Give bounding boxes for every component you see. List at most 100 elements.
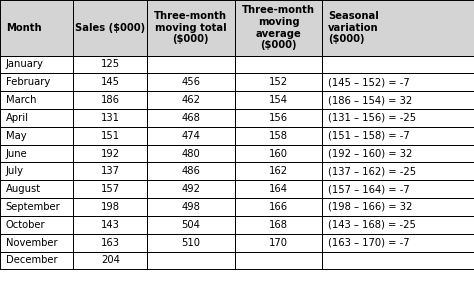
Bar [147, 162, 235, 180]
Bar [322, 145, 474, 162]
Bar [147, 56, 235, 74]
Text: 152: 152 [269, 77, 288, 87]
Bar [235, 74, 322, 91]
Text: 157: 157 [100, 184, 120, 194]
Text: (151 – 158) = -7: (151 – 158) = -7 [328, 131, 410, 141]
Text: 186: 186 [100, 95, 120, 105]
Bar [147, 145, 235, 162]
Text: 166: 166 [269, 202, 288, 212]
Bar [73, 198, 147, 216]
Bar [147, 91, 235, 109]
Bar [73, 0, 147, 56]
Bar [0, 0, 73, 56]
Bar [73, 109, 147, 127]
Text: 204: 204 [101, 255, 119, 265]
Bar [0, 180, 73, 198]
Text: 468: 468 [182, 113, 200, 123]
Bar [147, 234, 235, 252]
Text: 143: 143 [101, 220, 119, 230]
Text: 162: 162 [269, 166, 288, 176]
Bar [235, 91, 322, 109]
Bar [0, 145, 73, 162]
Text: 154: 154 [269, 95, 288, 105]
Bar [322, 234, 474, 252]
Bar [0, 216, 73, 234]
Bar [147, 180, 235, 198]
Text: 151: 151 [100, 131, 120, 141]
Text: June: June [6, 148, 27, 158]
Text: May: May [6, 131, 27, 141]
Bar [0, 56, 73, 74]
Text: (145 – 152) = -7: (145 – 152) = -7 [328, 77, 410, 87]
Text: December: December [6, 255, 57, 265]
Bar [322, 127, 474, 145]
Bar [235, 56, 322, 74]
Text: (186 – 154) = 32: (186 – 154) = 32 [328, 95, 412, 105]
Text: January: January [6, 60, 44, 70]
Bar [322, 162, 474, 180]
Bar [322, 74, 474, 91]
Bar [0, 234, 73, 252]
Text: 160: 160 [269, 148, 288, 158]
Text: Month: Month [6, 23, 41, 33]
Text: 125: 125 [100, 60, 120, 70]
Bar [0, 198, 73, 216]
Bar [73, 127, 147, 145]
Text: July: July [6, 166, 24, 176]
Text: 510: 510 [181, 238, 201, 248]
Text: August: August [6, 184, 41, 194]
Bar [73, 162, 147, 180]
Bar [73, 74, 147, 91]
Text: 145: 145 [100, 77, 120, 87]
Bar [147, 0, 235, 56]
Text: 131: 131 [100, 113, 120, 123]
Bar [147, 109, 235, 127]
Bar [147, 198, 235, 216]
Bar [73, 91, 147, 109]
Bar [322, 252, 474, 269]
Bar [235, 109, 322, 127]
Bar [147, 252, 235, 269]
Bar [147, 74, 235, 91]
Text: 480: 480 [182, 148, 200, 158]
Bar [235, 252, 322, 269]
Text: 170: 170 [269, 238, 288, 248]
Bar [322, 0, 474, 56]
Bar [0, 127, 73, 145]
Text: (131 – 156) = -25: (131 – 156) = -25 [328, 113, 416, 123]
Text: 156: 156 [269, 113, 288, 123]
Bar [0, 91, 73, 109]
Text: 498: 498 [182, 202, 200, 212]
Bar [235, 198, 322, 216]
Text: (198 – 166) = 32: (198 – 166) = 32 [328, 202, 412, 212]
Bar [0, 252, 73, 269]
Bar [235, 180, 322, 198]
Bar [322, 91, 474, 109]
Bar [322, 216, 474, 234]
Text: 137: 137 [100, 166, 120, 176]
Bar [235, 0, 322, 56]
Bar [73, 56, 147, 74]
Text: 168: 168 [269, 220, 288, 230]
Bar [147, 127, 235, 145]
Text: Three-month
moving
average
($000): Three-month moving average ($000) [242, 5, 315, 50]
Bar [322, 180, 474, 198]
Bar [0, 162, 73, 180]
Text: 486: 486 [182, 166, 200, 176]
Text: 163: 163 [100, 238, 120, 248]
Bar [147, 216, 235, 234]
Text: March: March [6, 95, 36, 105]
Text: October: October [6, 220, 46, 230]
Text: 192: 192 [100, 148, 120, 158]
Text: November: November [6, 238, 57, 248]
Bar [235, 145, 322, 162]
Text: 492: 492 [181, 184, 201, 194]
Text: September: September [6, 202, 61, 212]
Text: (157 – 164) = -7: (157 – 164) = -7 [328, 184, 410, 194]
Text: 504: 504 [182, 220, 200, 230]
Text: 462: 462 [181, 95, 201, 105]
Bar [73, 216, 147, 234]
Bar [73, 145, 147, 162]
Text: (163 – 170) = -7: (163 – 170) = -7 [328, 238, 410, 248]
Bar [322, 56, 474, 74]
